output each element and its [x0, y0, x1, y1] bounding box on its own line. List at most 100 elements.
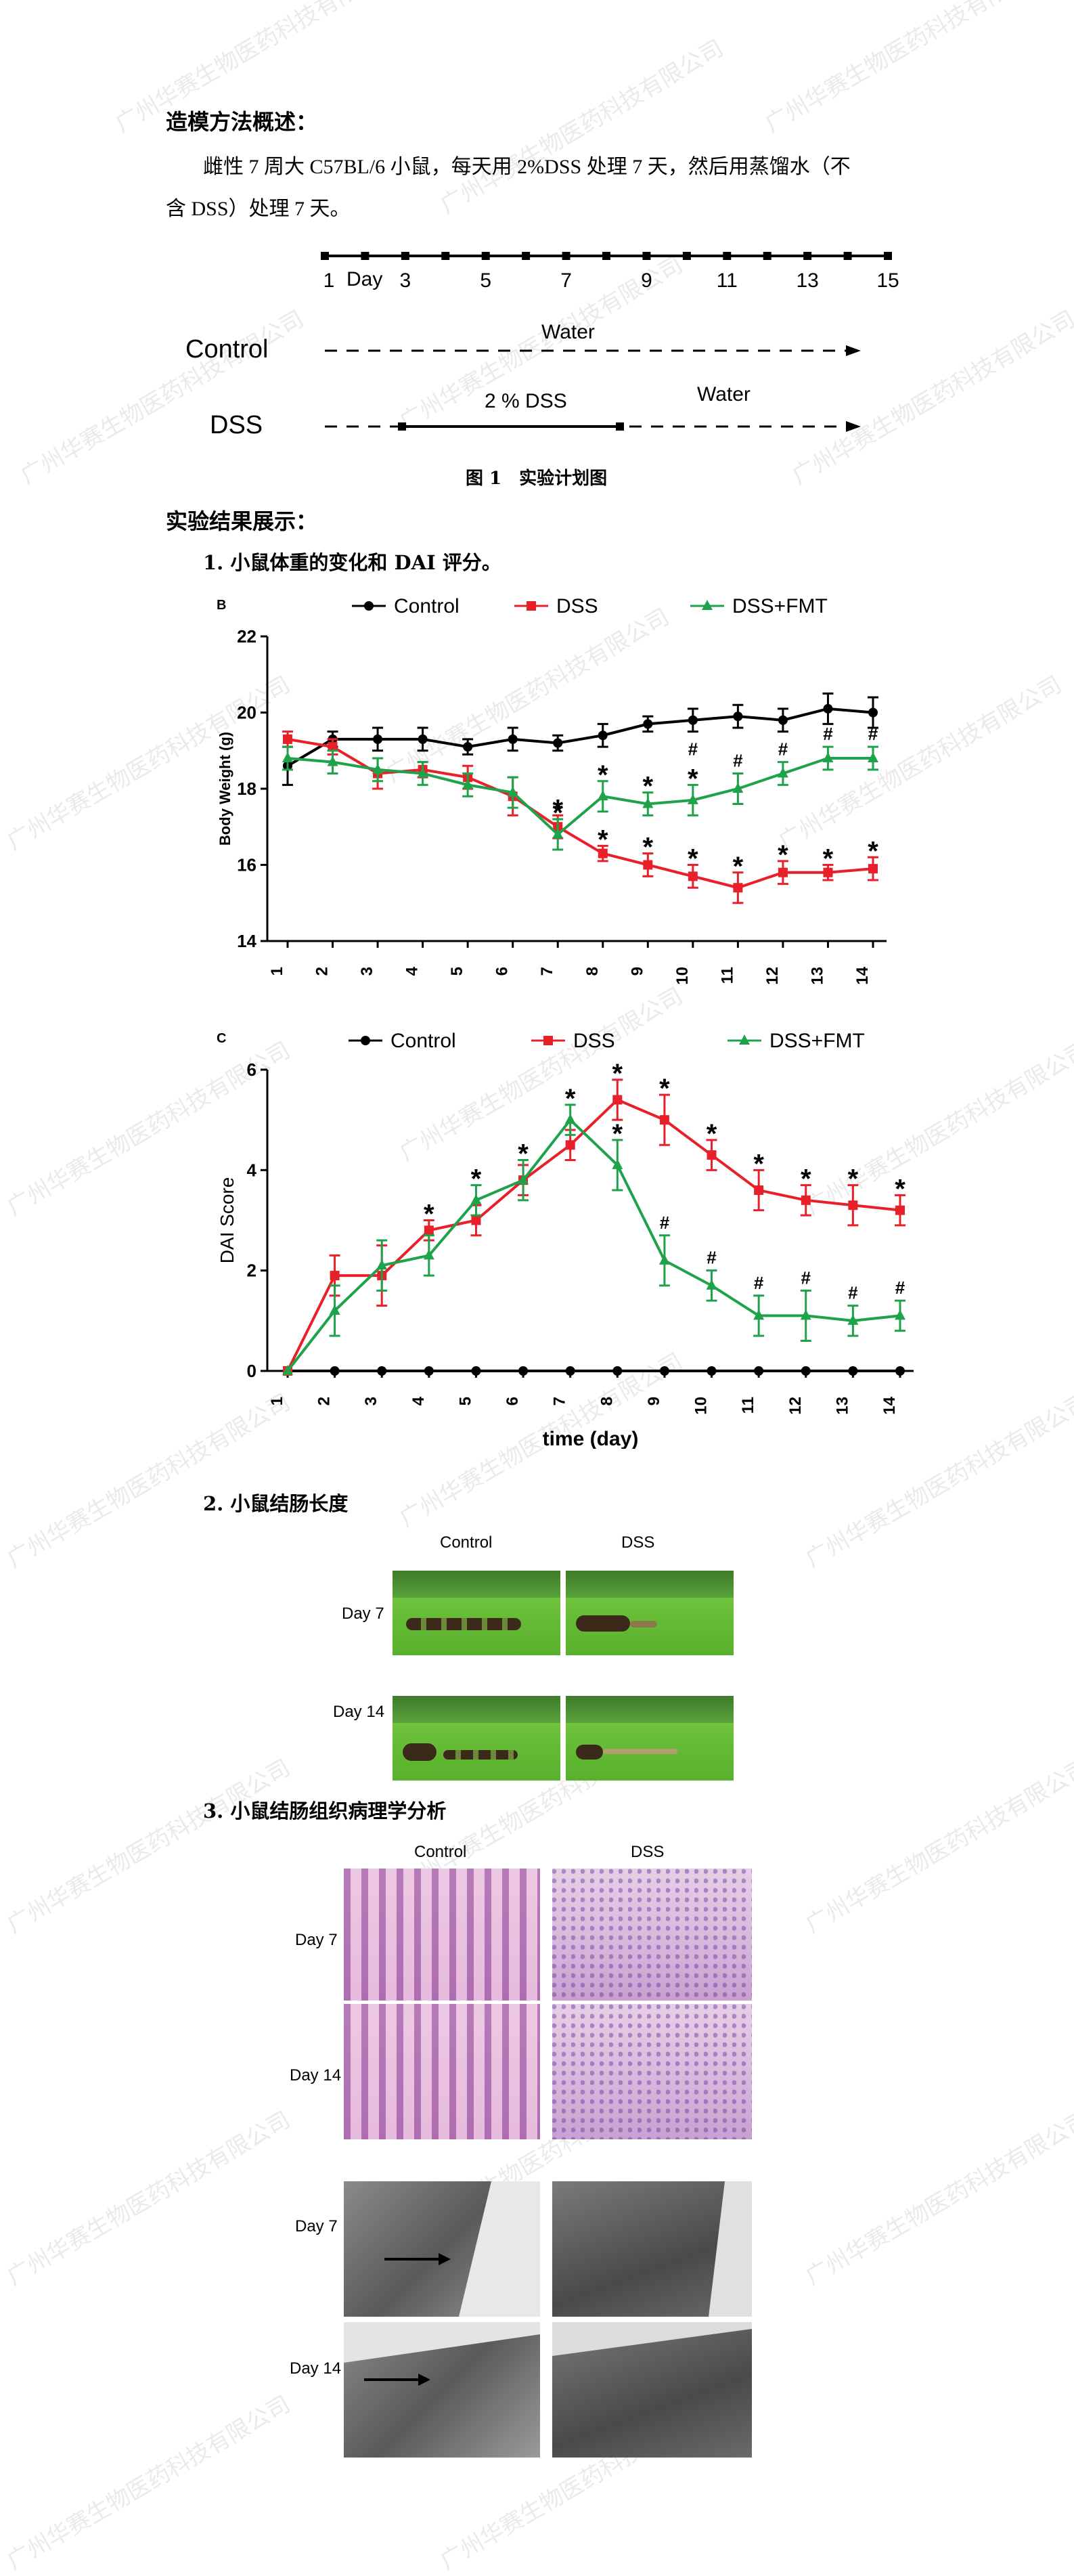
series-line — [286, 707, 874, 767]
data-point — [424, 1366, 434, 1376]
data-point — [778, 867, 788, 877]
x-tick-label: 10 — [673, 967, 692, 985]
timeline-dss-text: 2 % DSS — [485, 390, 567, 412]
data-point — [801, 1195, 811, 1205]
significance-mark: * — [688, 844, 698, 874]
x-tick-label: 12 — [786, 1397, 805, 1415]
significance-mark: * — [598, 760, 608, 790]
data-point — [659, 1366, 669, 1376]
watermark-text: 广州华赛生物医药科技有限公司 — [801, 2106, 1074, 2291]
significance-mark: * — [848, 1164, 859, 1194]
y-tick-label: 0 — [247, 1361, 256, 1381]
significance-mark: * — [753, 1149, 764, 1179]
data-point — [564, 1114, 576, 1125]
data-point — [565, 1140, 575, 1150]
x-tick-label: 10 — [692, 1397, 711, 1415]
significance-mark: # — [688, 739, 698, 759]
timeline-tick-label: 5 — [480, 269, 491, 292]
data-point — [823, 867, 833, 877]
timeline-tick — [642, 252, 651, 260]
histo-col-dss: DSS — [631, 1843, 665, 1861]
watermark-text: 广州华赛生物医药科技有限公司 — [801, 1754, 1074, 1939]
timeline-tick — [763, 252, 771, 260]
significance-mark: # — [801, 1267, 811, 1288]
x-axis-label: time (day) — [543, 1428, 639, 1449]
data-point — [800, 1309, 811, 1320]
colon-row-day14: Day 14 — [333, 1703, 385, 1721]
data-point — [868, 752, 878, 762]
data-point — [508, 734, 518, 744]
watermark-text: 广州华赛生物医药科技有限公司 — [760, 0, 1053, 138]
data-point — [598, 730, 608, 741]
x-tick-label: 7 — [538, 967, 556, 976]
legend-entry: Control — [390, 1030, 456, 1052]
significance-mark: * — [643, 833, 654, 863]
timeline-tick — [602, 252, 610, 260]
data-point — [848, 1200, 858, 1210]
em-image-dss-day14 — [552, 2322, 752, 2458]
x-tick-label: 8 — [598, 1397, 616, 1405]
data-point — [658, 1254, 670, 1265]
significance-mark: * — [823, 844, 834, 874]
timeline-tick — [522, 252, 531, 260]
data-point — [895, 1366, 905, 1376]
timeline-ticks — [321, 252, 892, 260]
data-point — [518, 1366, 529, 1376]
x-tick-label: 8 — [583, 967, 602, 976]
colon-col-control: Control — [440, 1533, 493, 1552]
data-point — [659, 1115, 669, 1125]
colon-photo-control-day14 — [393, 1696, 560, 1781]
data-point — [895, 1205, 905, 1215]
timeline-tick — [562, 252, 570, 260]
he-stain-dss-day14 — [552, 2004, 752, 2139]
data-point — [372, 763, 384, 774]
data-point — [868, 707, 878, 718]
data-point — [753, 1309, 765, 1320]
timeline-tick-label: 9 — [641, 269, 652, 292]
timeline-control-label: Control — [185, 335, 269, 364]
timeline-tick — [441, 252, 450, 260]
timeline-tick — [723, 252, 732, 260]
method-text-line1: 雌性 7 周大 C57BL/6 小鼠，每天用 2%DSS 处理 7 天，然后用蒸… — [203, 156, 851, 178]
legend-entry: DSS+FMT — [769, 1030, 865, 1052]
data-point — [612, 1366, 623, 1376]
significance-mark: * — [552, 798, 563, 828]
data-point — [822, 752, 834, 762]
timeline-tick — [803, 252, 812, 260]
data-point — [598, 848, 608, 858]
data-point — [733, 712, 743, 722]
x-tick-label: 2 — [313, 967, 332, 976]
data-point — [778, 715, 788, 725]
data-point — [423, 1249, 434, 1260]
experiment-timeline-diagram: Day 1 3 5 7 9 11 13 15 Control Water DSS 2 % DS… — [185, 252, 899, 439]
y-axis-label: DAI Score — [217, 1177, 238, 1264]
data-point — [754, 1185, 764, 1195]
significance-mark: # — [660, 1213, 670, 1233]
legend-entry: DSS — [573, 1030, 615, 1052]
dss-end-marker — [616, 422, 624, 431]
data-point — [377, 1366, 387, 1376]
significance-mark: * — [612, 1059, 623, 1089]
section-title-results: 实验结果展示： — [166, 508, 318, 534]
significance-mark: * — [643, 772, 654, 802]
data-point — [330, 1366, 340, 1376]
data-point — [373, 734, 383, 744]
section-title-modeling: 造模方法概述： — [166, 109, 318, 135]
data-point — [848, 1366, 858, 1376]
data-point — [282, 1365, 293, 1375]
method-text-line2: 含 DSS）处理 7 天。 — [166, 198, 351, 220]
data-point — [707, 1150, 717, 1160]
data-point — [327, 756, 338, 766]
timeline-tick — [361, 252, 370, 260]
data-point — [463, 742, 473, 752]
significance-mark: * — [471, 1164, 482, 1194]
significance-mark: * — [565, 1084, 576, 1114]
x-tick-label: 11 — [718, 967, 736, 984]
he-stain-control-day14 — [344, 2004, 540, 2139]
significance-mark: * — [895, 1174, 905, 1204]
data-point — [507, 786, 518, 797]
data-point — [282, 752, 293, 762]
timeline-tick — [682, 252, 691, 260]
data-point — [417, 767, 428, 778]
timeline-tick-label: 11 — [717, 269, 738, 292]
